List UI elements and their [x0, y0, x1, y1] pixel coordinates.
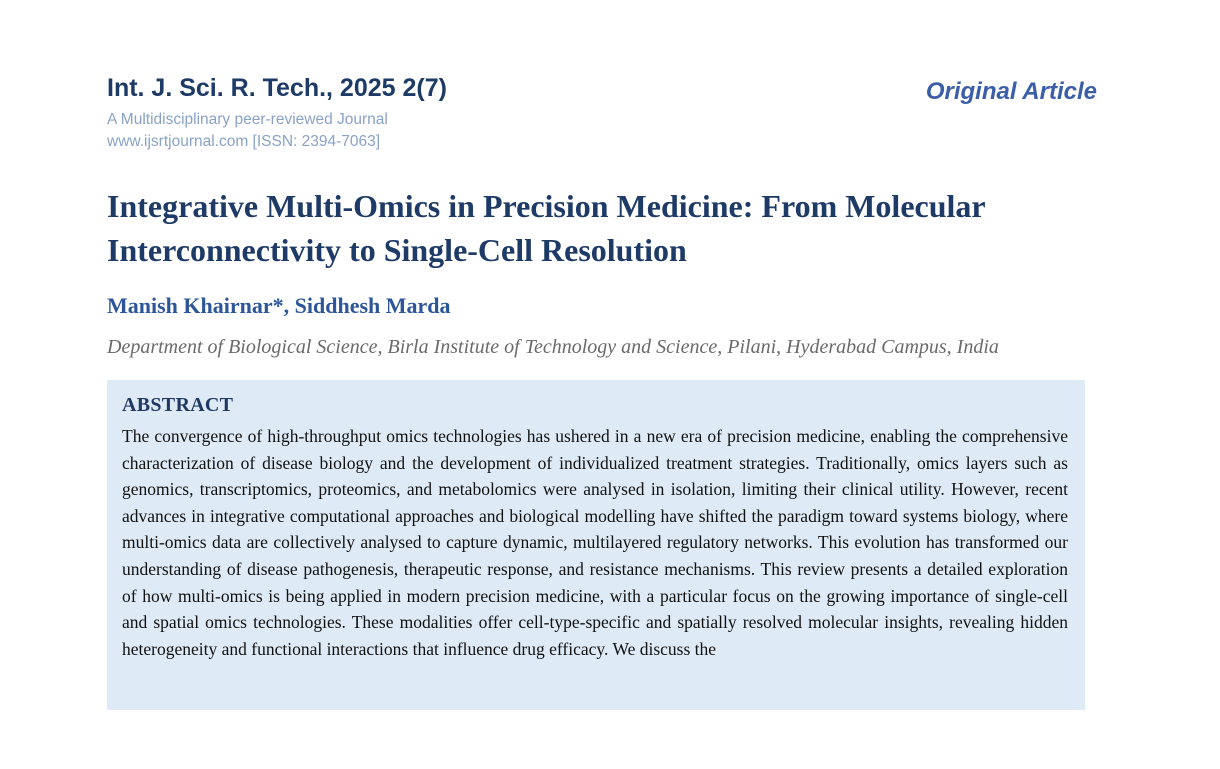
abstract-section: ABSTRACT The convergence of high-through…	[107, 380, 1085, 710]
journal-url-issn: www.ijsrtjournal.com [ISSN: 2394-7063]	[107, 133, 381, 150]
affiliation-line: Department of Biological Science, Birla …	[107, 336, 999, 358]
journal-title: Int. J. Sci. R. Tech., 2025 2(7)	[107, 74, 447, 102]
journal-header: Int. J. Sci. R. Tech., 2025 2(7) A Multi…	[107, 74, 1097, 153]
article-type-label: Original Article	[925, 78, 1097, 105]
abstract-body: The convergence of high-throughput omics…	[122, 426, 1068, 659]
authors-line: Manish Khairnar*, Siddhesh Marda	[107, 293, 451, 318]
article-page: Int. J. Sci. R. Tech., 2025 2(7) A Multi…	[107, 74, 1097, 710]
journal-identity: Int. J. Sci. R. Tech., 2025 2(7) A Multi…	[107, 74, 447, 153]
abstract-heading: ABSTRACT	[122, 394, 234, 416]
article-title: Integrative Multi-Omics in Precision Med…	[107, 188, 986, 268]
journal-subtitle: A Multidisciplinary peer-reviewed Journa…	[107, 111, 388, 128]
